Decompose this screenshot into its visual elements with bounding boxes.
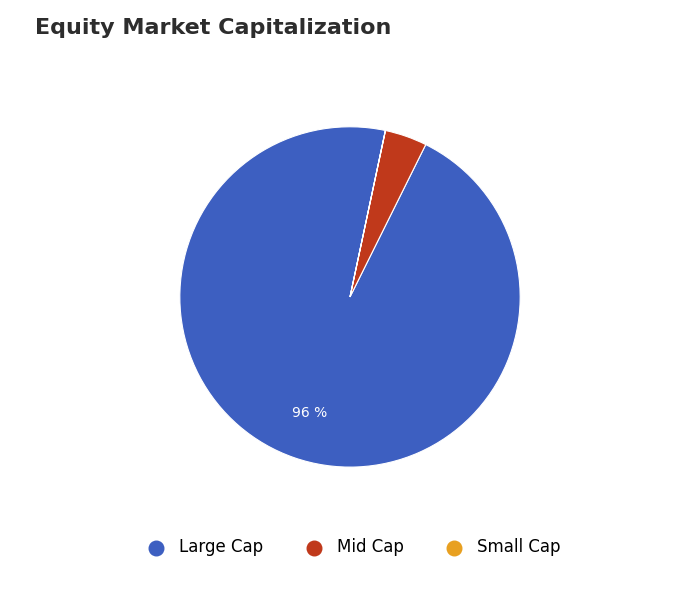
- Wedge shape: [350, 130, 426, 297]
- Wedge shape: [180, 127, 520, 467]
- Text: Equity Market Capitalization: Equity Market Capitalization: [35, 18, 391, 38]
- Text: 96 %: 96 %: [292, 405, 328, 419]
- Legend: Large Cap, Mid Cap, Small Cap: Large Cap, Mid Cap, Small Cap: [133, 531, 567, 563]
- Wedge shape: [350, 130, 386, 297]
